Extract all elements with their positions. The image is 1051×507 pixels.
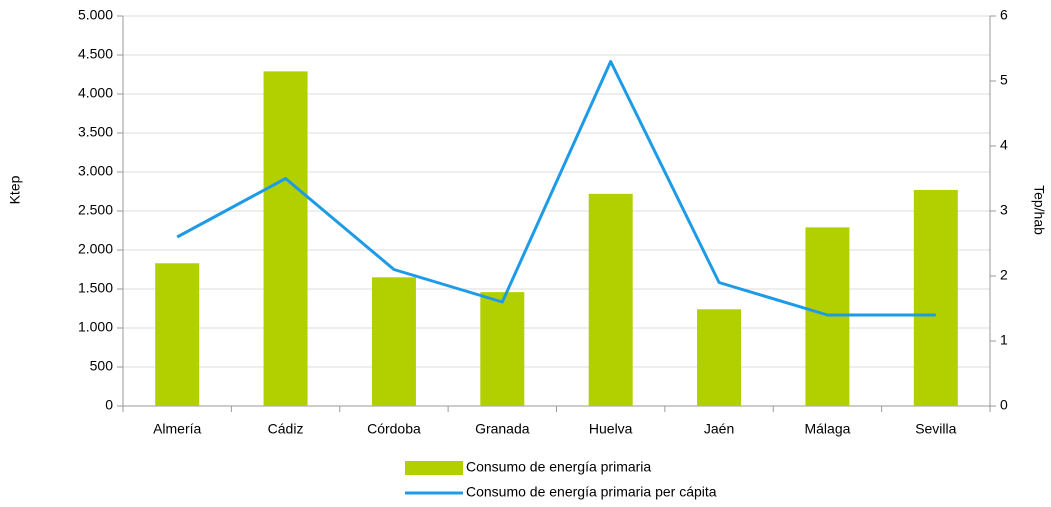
y-tick-label: 1.500 bbox=[78, 280, 113, 296]
y-tick-label: 5.000 bbox=[78, 7, 113, 23]
x-tick-label: Almería bbox=[153, 421, 201, 437]
y2-axis-label: Tep/hab bbox=[1031, 185, 1047, 235]
bar bbox=[588, 193, 633, 406]
x-tick-label: Córdoba bbox=[367, 421, 421, 437]
y2-tick-label: 4 bbox=[1000, 137, 1008, 153]
x-tick-label: Málaga bbox=[804, 421, 850, 437]
y2-tick-label: 5 bbox=[1000, 72, 1008, 88]
x-tick-label: Sevilla bbox=[915, 421, 956, 437]
bar bbox=[263, 71, 308, 406]
y-tick-label: 3.000 bbox=[78, 163, 113, 179]
x-tick-label: Jaén bbox=[704, 421, 734, 437]
y-tick-label: 3.500 bbox=[78, 124, 113, 140]
legend-swatch bbox=[405, 461, 463, 475]
bar bbox=[371, 277, 416, 406]
y-tick-label: 2.000 bbox=[78, 241, 113, 257]
y-tick-label: 1.000 bbox=[78, 319, 113, 335]
y-tick-label: 4.000 bbox=[78, 85, 113, 101]
y2-tick-label: 0 bbox=[1000, 397, 1008, 413]
y-tick-label: 2.500 bbox=[78, 202, 113, 218]
legend-label: Consumo de energía primaria bbox=[466, 459, 651, 475]
y-tick-label: 500 bbox=[90, 358, 114, 374]
bar bbox=[913, 189, 958, 406]
x-tick-label: Huelva bbox=[589, 421, 633, 437]
y-tick-label: 4.500 bbox=[78, 46, 113, 62]
legend-label: Consumo de energía primaria per cápita bbox=[466, 484, 717, 500]
y2-tick-label: 1 bbox=[1000, 332, 1008, 348]
x-tick-label: Granada bbox=[475, 421, 530, 437]
y-axis-label: Ktep bbox=[7, 175, 23, 204]
line bbox=[176, 60, 936, 317]
y2-tick-label: 3 bbox=[1000, 202, 1008, 218]
x-tick-label: Cádiz bbox=[268, 421, 304, 437]
bar bbox=[480, 292, 525, 406]
bar bbox=[805, 227, 850, 406]
y-tick-label: 0 bbox=[105, 397, 113, 413]
y2-tick-label: 6 bbox=[1000, 7, 1008, 23]
bar bbox=[697, 309, 742, 406]
y2-tick-label: 2 bbox=[1000, 267, 1008, 283]
bar bbox=[155, 263, 200, 406]
